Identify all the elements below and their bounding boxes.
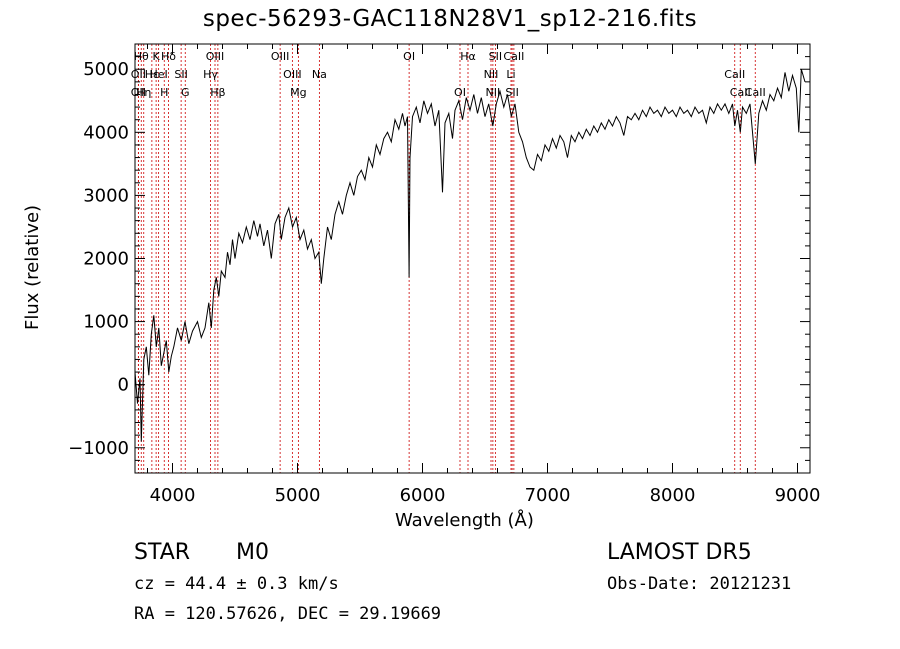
line-marker-label: OI xyxy=(403,50,415,63)
line-marker-label: Hδ xyxy=(161,50,176,63)
line-marker-label: HeI xyxy=(149,68,167,81)
line-marker-label: NII xyxy=(484,68,499,81)
x-axis-label: Wavelength (Å) xyxy=(395,510,534,531)
line-marker-label: Na xyxy=(312,68,327,81)
line-marker-label: SII xyxy=(174,68,187,81)
line-marker-label: OII xyxy=(131,68,146,81)
line-marker-label: SII xyxy=(489,50,502,63)
object-type: STAR xyxy=(134,540,191,565)
y-tick-label: 5000 xyxy=(83,59,129,80)
line-markers xyxy=(137,44,756,473)
line-marker-label: CaII xyxy=(503,50,524,63)
y-tick-label: 4000 xyxy=(83,122,129,143)
line-marker-label: OIII xyxy=(271,50,289,63)
line-marker-label: OIII xyxy=(283,68,301,81)
line-marker-labels: HθOIIOIIHηHεKHeIHHδSIIGOIIIHγHβOIIIOIIIM… xyxy=(131,50,766,99)
plot-frame xyxy=(134,43,811,474)
line-marker-label: NII xyxy=(486,86,501,99)
chart-title: spec-56293-GAC118N28V1_sp12-216.fits xyxy=(202,6,698,32)
line-marker-label: H xyxy=(160,86,168,99)
line-marker-label: Li xyxy=(506,68,515,81)
line-marker-label: G xyxy=(181,86,190,99)
coordinates-readout: RA = 120.57626, DEC = 29.19669 xyxy=(134,604,442,624)
x-tick-label: 7000 xyxy=(525,485,571,506)
y-tick-label: 1000 xyxy=(83,312,129,333)
spectrum-line xyxy=(134,69,806,442)
y-tick-label: −1000 xyxy=(68,438,129,459)
y-tick-label: 3000 xyxy=(83,185,129,206)
x-tick-label: 8000 xyxy=(650,485,696,506)
spectral-subclass: M0 xyxy=(236,540,269,565)
line-marker-label: Hα xyxy=(460,50,476,63)
line-marker-label: Hθ xyxy=(134,50,149,63)
x-tick-label: 4000 xyxy=(150,485,196,506)
line-marker-label: Mg xyxy=(290,86,306,99)
x-tick-label: 9000 xyxy=(775,485,821,506)
y-tick-label: 0 xyxy=(118,375,129,396)
line-marker-label: SII xyxy=(505,86,518,99)
axis-ticks: 4000 5000 6000 7000 8000 9000 −1000 0 1000 2000 30… xyxy=(68,44,820,506)
line-marker-label: Hη xyxy=(136,86,151,99)
line-marker-label: K xyxy=(153,50,161,63)
line-marker-label: Hε xyxy=(145,68,159,81)
line-marker-label: Hγ xyxy=(203,68,218,81)
line-marker-label: OI xyxy=(454,86,466,99)
line-marker-label: CaII xyxy=(724,68,745,81)
line-marker-label: Hβ xyxy=(210,86,225,99)
y-tick-label: 2000 xyxy=(83,249,129,270)
x-tick-label: 5000 xyxy=(275,485,321,506)
observation-date: Obs-Date: 20121231 xyxy=(607,574,792,594)
y-axis-label: Flux (relative) xyxy=(22,204,43,330)
line-marker-label: CaII xyxy=(730,86,751,99)
x-tick-label: 6000 xyxy=(400,485,446,506)
line-marker-label: OIII xyxy=(206,50,224,63)
line-marker-label: CaII xyxy=(745,86,766,99)
redshift-readout: cz = 44.4 ± 0.3 km/s xyxy=(134,574,339,594)
survey-name: LAMOST DR5 xyxy=(607,540,752,565)
